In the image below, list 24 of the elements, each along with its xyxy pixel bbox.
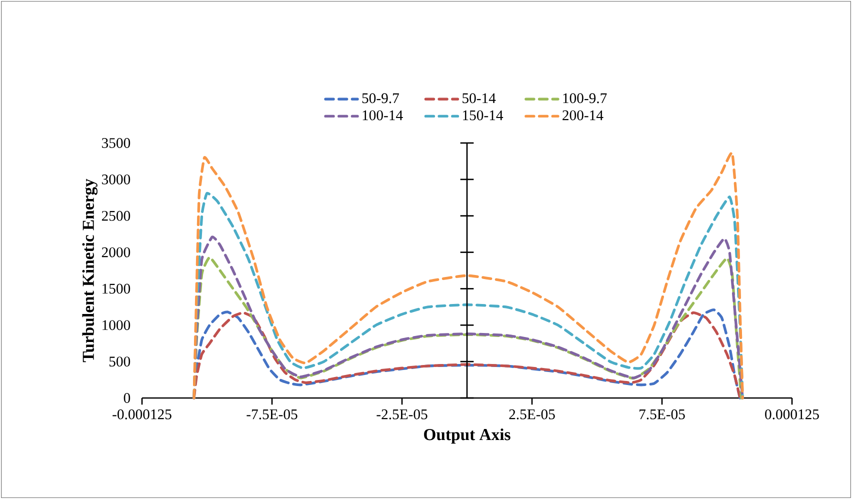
legend-label: 100-14 (362, 110, 403, 120)
y-tick-label: 0 (124, 393, 130, 403)
x-tick-label: 0.000125 (765, 409, 819, 420)
legend-label: 100-9.7 (563, 93, 607, 104)
y-tick-label: 1000 (102, 320, 130, 330)
line-series (192, 192, 744, 400)
legend-label: 150-14 (463, 110, 504, 120)
x-tick-label: -2.5E-05 (376, 409, 428, 420)
x-tick-label: 2.5E-05 (509, 409, 555, 420)
y-tick-label: 1500 (102, 284, 130, 294)
y-tick-label: 2500 (102, 210, 130, 221)
y-axis-title: Turbulent Kinetic Energy (82, 178, 98, 362)
legend-label: 50-9.7 (362, 93, 399, 104)
line-series (192, 152, 744, 400)
x-axis-title: Output Axis (424, 428, 510, 444)
y-tick-label: 3500 (102, 138, 130, 148)
y-tick-label: 2000 (102, 247, 130, 258)
x-tick-label: -0.000125 (112, 409, 172, 420)
x-tick-label: -7.5E-05 (246, 409, 298, 420)
y-tick-label: 500 (109, 356, 130, 367)
y-tick-label: 3000 (102, 174, 130, 184)
legend-label: 200-14 (562, 110, 604, 120)
legend-label: 50-14 (462, 93, 496, 104)
x-tick-label: 7.5E-05 (640, 409, 685, 420)
